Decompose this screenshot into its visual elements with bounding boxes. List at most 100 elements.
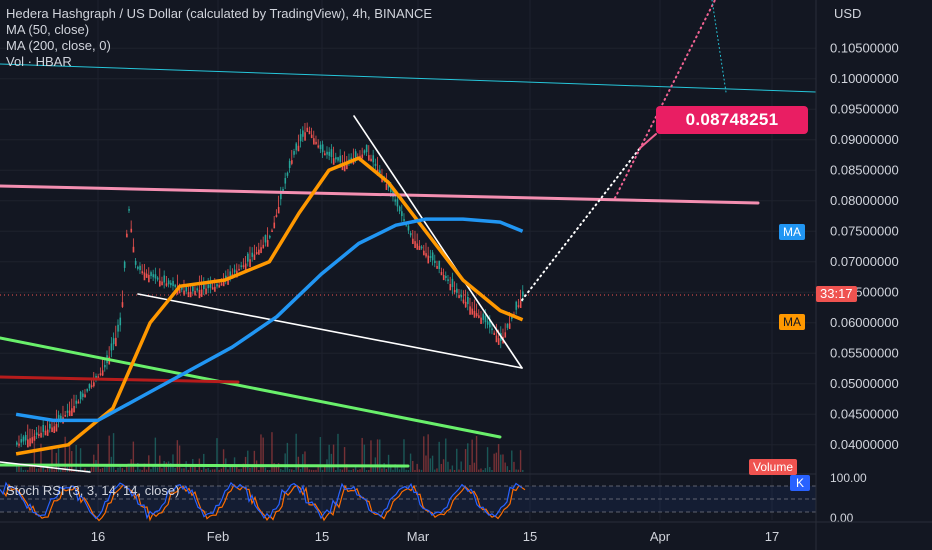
candle-body	[504, 332, 507, 338]
volume-tag: Volume	[749, 459, 798, 475]
candle-body	[240, 265, 243, 268]
volume-bar	[262, 437, 264, 472]
volume-bar	[229, 466, 231, 472]
projection-dotted-white[interactable]	[521, 147, 641, 301]
volume-bar	[480, 468, 482, 472]
volume-bar	[357, 469, 359, 472]
candle-body	[324, 153, 326, 156]
candle-body	[216, 284, 218, 287]
candle-body	[280, 191, 282, 200]
volume-bar	[302, 454, 304, 472]
resistance-line[interactable]	[0, 184, 760, 205]
candle-body	[423, 250, 425, 256]
candle-body	[379, 170, 381, 174]
cyan-trendline[interactable]	[0, 63, 817, 93]
legend-ma50[interactable]: MA (50, close)	[6, 22, 90, 37]
candle-body	[275, 214, 278, 217]
projection-target-callout[interactable]: 0.08748251	[656, 106, 808, 134]
volume-bar	[145, 469, 148, 472]
wedge-upper-line[interactable]	[353, 115, 523, 369]
candle-body	[392, 189, 394, 197]
candle-body	[22, 436, 25, 442]
candle-body	[346, 162, 348, 170]
candle-body	[418, 245, 421, 251]
volume-bar	[90, 467, 93, 472]
volume-bar	[500, 454, 502, 472]
legend-volume[interactable]: Vol · HBAR	[6, 54, 72, 69]
legend-ma200[interactable]: MA (200, close, 0)	[6, 38, 111, 53]
volume-bar	[423, 436, 425, 472]
volume-bar	[119, 466, 121, 472]
candle-body	[291, 160, 293, 164]
volume-bar	[286, 442, 289, 472]
time-tick-label: Mar	[407, 529, 430, 544]
candle-body	[57, 415, 60, 422]
green-support-line[interactable]	[0, 463, 410, 468]
stoch-d-line	[2, 483, 526, 522]
candle-body	[522, 291, 524, 297]
volume-bar	[264, 467, 267, 472]
candle-body	[370, 158, 372, 162]
volume-bar	[93, 454, 95, 472]
volume-bar	[258, 469, 260, 472]
volume-bar	[216, 438, 218, 472]
volume-bar	[387, 454, 390, 472]
stoch-rsi-title: Stoch RSI (3, 3, 14, 14, close)	[6, 483, 180, 498]
wedge-lower-line[interactable]	[137, 293, 523, 369]
price-tick-label: 0.09000000	[830, 132, 899, 147]
candle-body	[150, 272, 152, 277]
volume-bar	[335, 470, 337, 472]
volume-bar	[288, 469, 291, 472]
volume-bar	[84, 468, 86, 472]
candle-body	[484, 315, 487, 323]
price-tick-label: 0.06000000	[830, 315, 899, 330]
ma200-tag: MA	[779, 224, 805, 240]
ma-line[interactable]	[15, 156, 524, 456]
candle-body	[438, 260, 441, 270]
volume-bar	[161, 468, 163, 472]
candle-body	[478, 315, 480, 318]
volume-bar	[88, 469, 91, 472]
projection-dotted-pink[interactable]	[614, 0, 716, 199]
candle-body	[84, 394, 86, 398]
candle-body	[214, 286, 216, 292]
ma-line[interactable]	[15, 217, 524, 423]
volume-bar	[148, 455, 150, 472]
candle-body	[185, 286, 188, 292]
candle-body	[302, 130, 304, 137]
candle-body	[183, 290, 185, 295]
candle-body	[152, 274, 155, 278]
volume-bar	[20, 467, 22, 472]
stoch-k-tag: K	[790, 475, 811, 491]
candle-body	[365, 144, 368, 153]
volume-bar	[370, 440, 372, 472]
candle-body	[170, 282, 172, 286]
candle-body	[517, 305, 520, 307]
volume-bar	[277, 463, 280, 472]
projection-dotted-cyan[interactable]	[711, 0, 727, 93]
volume-bar	[497, 444, 500, 472]
green-trendline-upper[interactable]	[0, 336, 502, 439]
white-line-lower[interactable]	[0, 461, 91, 473]
candle-body	[143, 272, 146, 281]
volume-bar	[227, 469, 229, 472]
volume-bar	[383, 462, 385, 472]
red-line[interactable]	[0, 375, 240, 384]
callout-pointer[interactable]	[639, 133, 657, 149]
volume-bar	[53, 469, 55, 472]
volume-bar	[504, 462, 506, 472]
candle-body	[207, 284, 210, 289]
trend-drawings[interactable]	[0, 0, 817, 473]
candle-body	[330, 149, 333, 158]
candle-body	[174, 284, 177, 287]
candle-body	[203, 283, 205, 290]
candle-body	[27, 439, 29, 448]
volume-bar	[379, 439, 381, 472]
volume-bar	[101, 467, 104, 472]
candle-body	[242, 265, 245, 267]
price-tick-label: 0.07000000	[830, 254, 899, 269]
candle-body	[16, 442, 18, 445]
candle-body	[93, 382, 95, 387]
moving-averages	[15, 156, 524, 456]
